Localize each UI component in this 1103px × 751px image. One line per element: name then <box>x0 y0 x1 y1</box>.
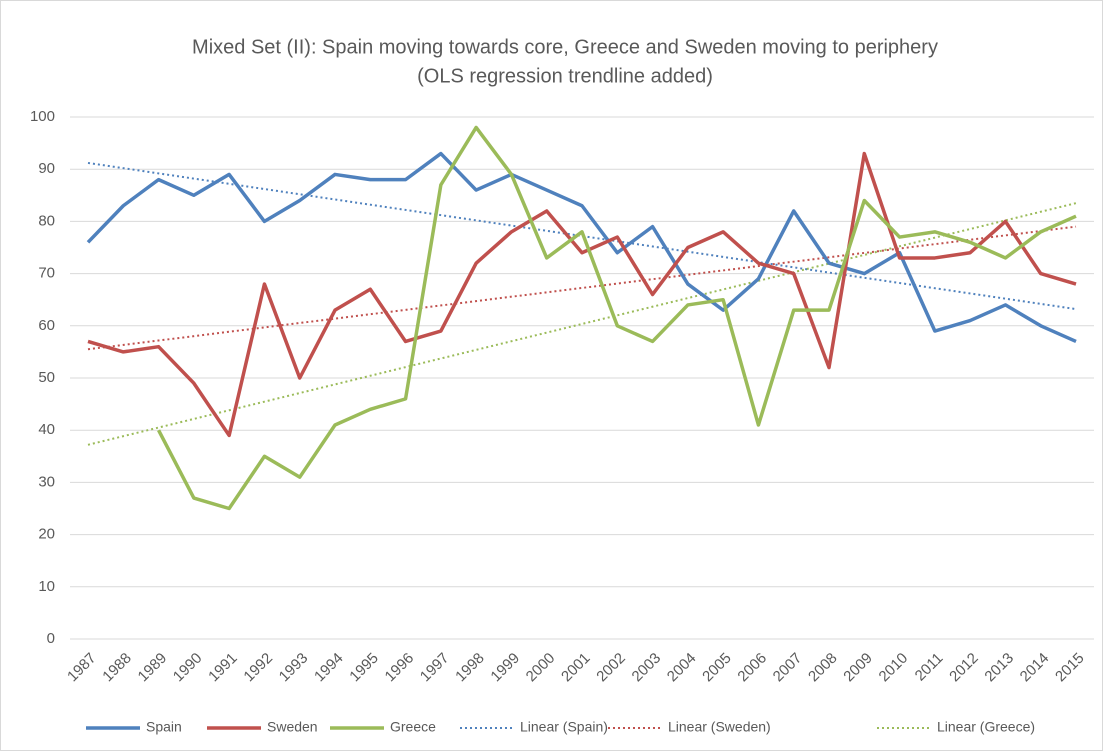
y-tick-label: 0 <box>47 630 55 647</box>
legend-label: Spain <box>146 719 182 735</box>
series-line <box>86 151 1077 344</box>
trendline <box>87 161 1077 311</box>
y-tick-label: 50 <box>38 369 55 386</box>
legend-label: Greece <box>390 719 436 735</box>
series-line <box>157 125 1077 511</box>
y-tick-label: 60 <box>38 317 55 334</box>
y-tick-label: 70 <box>38 265 55 282</box>
y-tick-label: 90 <box>38 160 55 177</box>
y-tick-label: 80 <box>38 212 55 229</box>
legend-label: Linear (Sweden) <box>668 719 771 735</box>
chart-subtitle: (OLS regression trendline added) <box>417 65 713 87</box>
y-tick-label: 40 <box>38 421 55 438</box>
series-line <box>87 151 1077 438</box>
legend-label: Sweden <box>267 719 318 735</box>
chart-title: Mixed Set (II): Spain moving towards cor… <box>192 36 938 58</box>
y-tick-label: 20 <box>38 526 55 543</box>
legend-label: Linear (Spain) <box>520 719 608 735</box>
y-tick-label: 10 <box>38 578 55 595</box>
y-tick-label: 30 <box>38 473 55 490</box>
y-tick-label: 100 <box>30 108 55 125</box>
legend-label: Linear (Greece) <box>937 719 1035 735</box>
